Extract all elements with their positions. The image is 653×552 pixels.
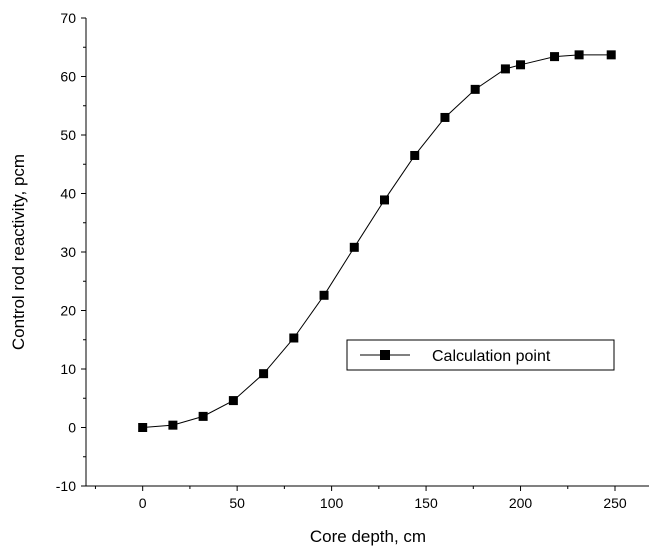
x-ticks: 0 50 100 150 200 250: [94, 486, 627, 511]
x-tick-label: 50: [229, 495, 245, 511]
series-layer: [138, 50, 616, 432]
y-tick-label: 60: [60, 69, 76, 85]
x-tick-label: 200: [509, 495, 533, 511]
data-point: [550, 52, 560, 62]
data-point: [228, 396, 238, 406]
data-point: [574, 50, 584, 60]
legend-marker: [380, 350, 390, 360]
data-point: [470, 84, 480, 94]
x-tick-label: 100: [320, 495, 344, 511]
y-ticks: -10 0 10 20 30 40 50 60 70: [56, 10, 86, 494]
legend: Calculation point: [346, 339, 615, 371]
data-point: [349, 242, 359, 252]
data-point: [516, 60, 526, 70]
data-point: [380, 195, 390, 205]
x-tick-label: 0: [139, 495, 147, 511]
y-tick-label: 0: [68, 420, 76, 436]
data-point: [440, 112, 450, 122]
y-tick-label: 40: [60, 186, 76, 202]
y-tick-label: 20: [60, 303, 76, 319]
x-axis-title: Core depth, cm: [310, 527, 426, 546]
data-point: [138, 423, 148, 432]
y-tick-label: -10: [56, 478, 76, 494]
axes: [85, 18, 649, 487]
y-axis-title: Control rod reactivity, pcm: [9, 154, 28, 350]
data-point: [289, 333, 299, 343]
x-tick-label: 150: [414, 495, 438, 511]
y-tick-label: 70: [60, 10, 76, 26]
data-point: [168, 420, 178, 430]
y-tick-label: 50: [60, 127, 76, 143]
data-point: [259, 369, 269, 379]
data-point: [198, 411, 208, 421]
y-tick-label: 10: [60, 361, 76, 377]
series-line: [142, 54, 612, 428]
legend-label: Calculation point: [432, 348, 551, 365]
data-point: [500, 64, 510, 74]
y-tick-label: 30: [60, 244, 76, 260]
data-point: [410, 150, 420, 160]
data-point: [606, 50, 616, 60]
x-tick-label: 250: [603, 495, 627, 511]
data-point: [319, 290, 329, 300]
